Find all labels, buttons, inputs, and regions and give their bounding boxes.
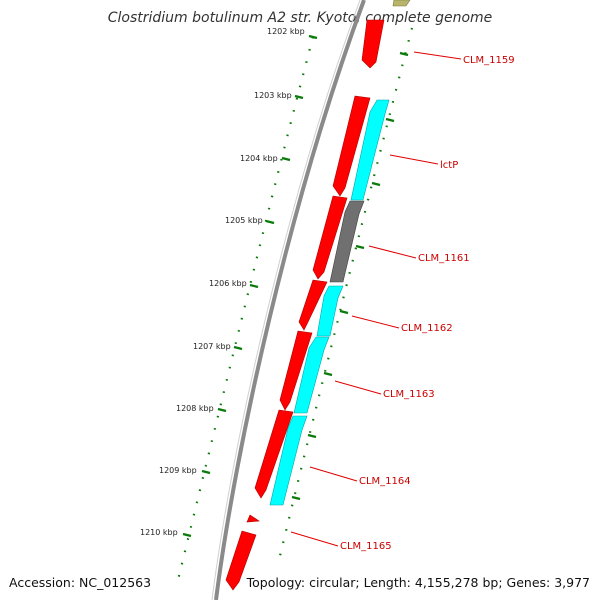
- label-line-clm-1162: [351, 315, 400, 329]
- gene-label-clm-1164[interactable]: CLM_1164: [359, 476, 411, 487]
- label-line-lctp: [389, 154, 439, 165]
- ruler-tick: [308, 34, 318, 40]
- genome-backbone-highlight: [211, 0, 361, 600]
- ruler-label: 1205 kbp: [225, 216, 263, 225]
- gene-feature-clm-1161-fwd[interactable]: [312, 195, 348, 280]
- gene-feature-clm-1163[interactable]: [293, 336, 330, 414]
- ruler-labels: 1202 kbp 1203 kbp 1204 kbp 1205 kbp 1206…: [140, 27, 305, 537]
- gene-feature-clm-1162[interactable]: [316, 285, 344, 337]
- label-line-clm-1163: [334, 380, 382, 395]
- gene-feature-clm-1159[interactable]: [361, 19, 385, 69]
- ruler-label: 1204 kbp: [240, 154, 278, 163]
- gene-feature-clm-1165-small[interactable]: [246, 514, 260, 523]
- gene-label-clm-1162[interactable]: CLM_1162: [401, 323, 453, 334]
- ruler-tick: [249, 283, 259, 289]
- accession-text: Accession: NC_012563: [9, 575, 152, 590]
- outer-track-ticks: [291, 51, 409, 501]
- map-title: Clostridium botulinum A2 str. Kyoto, com…: [108, 10, 493, 26]
- outer-tick: [323, 371, 333, 377]
- ruler-label: 1207 kbp: [193, 342, 231, 351]
- gene-label-lctp[interactable]: lctP: [440, 160, 458, 171]
- gene-label-clm-1163[interactable]: CLM_1163: [383, 389, 435, 400]
- gene-feature-olive[interactable]: [392, 0, 411, 7]
- ruler-label: 1202 kbp: [267, 27, 305, 36]
- gene-feature-clm-1164-fwd[interactable]: [254, 409, 294, 499]
- ruler-tick: [217, 407, 227, 413]
- gene-label-clm-1165[interactable]: CLM_1165: [340, 541, 392, 552]
- gene-feature-clm-1165[interactable]: [225, 530, 257, 591]
- outer-tick: [355, 244, 365, 250]
- ruler-tick: [265, 219, 275, 225]
- gene-label-clm-1159[interactable]: CLM_1159: [463, 55, 515, 66]
- footer-bar: Accession: NC_012563 Topology: circular;…: [0, 572, 600, 594]
- label-line-clm-1159: [413, 51, 462, 60]
- reverse-strand-features: [269, 0, 411, 506]
- outer-tick: [291, 495, 301, 501]
- gene-feature-clm-1163-fwd[interactable]: [279, 330, 313, 411]
- outer-tick: [339, 309, 349, 315]
- ruler-dotted-track: [176, 36, 315, 581]
- label-line-clm-1164: [309, 466, 358, 482]
- ruler-label: 1208 kbp: [176, 404, 214, 413]
- ruler-label: 1210 kbp: [140, 528, 178, 537]
- ruler-tick: [233, 345, 243, 351]
- gene-feature-clm-1161[interactable]: [329, 200, 365, 283]
- gene-feature-lctp[interactable]: [350, 99, 390, 201]
- outer-tick: [307, 433, 317, 439]
- ruler-label: 1209 kbp: [159, 466, 197, 475]
- ruler-tick: [281, 156, 291, 162]
- gene-labels: CLM_1159 lctP CLM_1161 CLM_1162 CLM_1163…: [340, 55, 515, 552]
- ruler-label: 1206 kbp: [209, 279, 247, 288]
- ruler-label: 1203 kbp: [254, 91, 292, 100]
- gene-label-lines: [290, 51, 462, 547]
- ruler-tick: [201, 469, 211, 475]
- gene-feature-clm-1164[interactable]: [269, 415, 308, 506]
- gene-feature-lctp-fwd[interactable]: [332, 95, 371, 197]
- outer-tick: [399, 51, 409, 57]
- gene-label-clm-1161[interactable]: CLM_1161: [418, 253, 470, 264]
- label-line-clm-1161: [368, 245, 417, 259]
- ruler-tick: [294, 94, 304, 100]
- outer-tick: [371, 181, 381, 187]
- genome-backbone: [214, 0, 366, 600]
- ruler-tick: [182, 532, 192, 538]
- gene-feature-clm-1162-fwd[interactable]: [298, 279, 328, 331]
- ruler-ticks: [182, 34, 318, 538]
- forward-strand-features: [225, 19, 385, 591]
- label-line-clm-1165: [290, 531, 339, 547]
- outer-tick: [385, 117, 395, 123]
- topology-text: Topology: circular; Length: 4,155,278 bp…: [246, 575, 590, 590]
